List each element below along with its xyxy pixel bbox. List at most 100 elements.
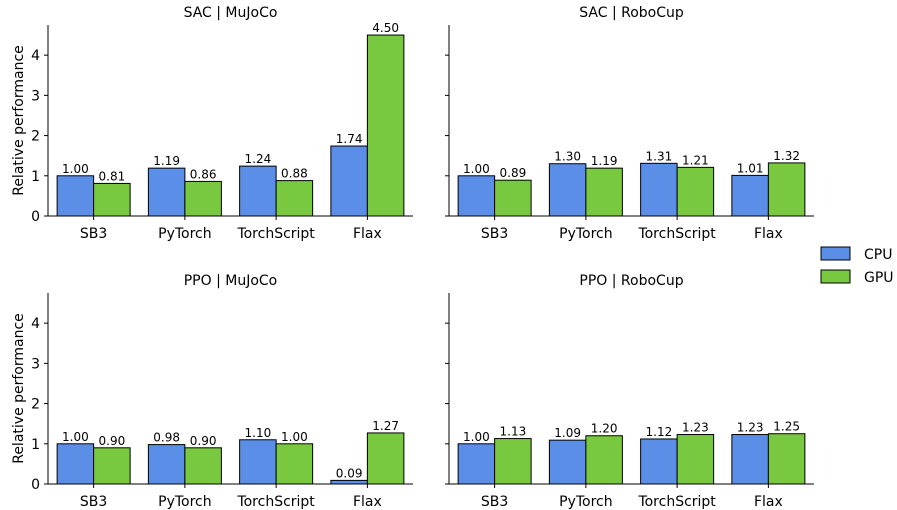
data-label: 0.09 [336,466,363,480]
y-tick-label: 0 [31,209,40,225]
bar-gpu [275,180,314,217]
x-tick-label: Flax [754,494,783,510]
data-label: 1.00 [463,430,490,444]
bar-gpu [366,34,405,217]
bar-cpu [640,162,678,217]
bar-gpu [366,432,405,485]
data-label: 1.09 [554,426,581,440]
data-label: 1.19 [591,154,618,168]
bar-gpu [676,166,715,217]
y-tick-label: 1 [31,437,40,453]
bar-cpu [548,439,587,485]
y-tick-label: 4 [31,316,40,332]
bar-gpu [676,434,715,485]
y-tick-label: 1 [31,169,40,185]
y-tick-label: 2 [31,129,40,145]
bar-gpu [93,447,131,485]
legend-swatch-gpu [820,269,851,284]
x-tick-label: Flax [754,226,783,242]
data-label: 1.31 [646,149,673,163]
data-label: 1.74 [336,132,363,146]
y-tick-label: 4 [31,48,40,64]
data-label: 1.21 [682,153,709,167]
bar-cpu [731,434,769,485]
data-label: 0.90 [190,434,217,448]
chart-title: PPO | RoboCup [579,273,683,289]
bar-cpu [457,443,496,485]
data-label: 1.27 [372,419,399,433]
bar-gpu [184,180,222,217]
x-tick-label: SB3 [80,494,107,510]
legend-label-cpu: CPU [864,247,892,263]
y-tick-label: 3 [31,356,40,372]
data-label: 1.00 [281,430,308,444]
bar-gpu [767,433,806,485]
bar-cpu [56,443,95,485]
legend: CPU GPU [820,246,894,286]
data-label: 1.00 [62,430,89,444]
bar-cpu [56,175,95,217]
data-label: 0.89 [500,166,527,180]
x-tick-label: TorchScript [236,226,315,242]
chart-panel: SAC | RoboCup SB3 1.00 0.89 PyTorch 1.30 1.19 T… [445,5,814,242]
bar-gpu [585,167,623,217]
data-label: 0.98 [153,431,180,445]
chart-title: PPO | MuJoCo [184,273,278,289]
data-label: 1.00 [463,162,490,176]
x-tick-label: SB3 [80,226,107,242]
bar-gpu [494,438,532,485]
bar-gpu [275,443,314,485]
chart-title: SAC | RoboCup [579,5,684,21]
x-tick-label: PyTorch [158,226,211,242]
data-label: 1.00 [62,162,89,176]
x-tick-label: TorchScript [236,494,315,510]
data-label: 1.10 [245,426,272,440]
y-axis-label: Relative performance [11,45,27,196]
data-label: 1.12 [646,425,673,439]
x-tick-label: TorchScript [637,226,716,242]
bar-gpu [585,435,623,485]
bar-gpu [494,179,532,217]
bar-cpu [239,439,277,485]
x-tick-label: PyTorch [158,494,211,510]
y-axis-label: Relative performance [11,313,27,464]
legend-label-gpu: GPU [864,270,894,286]
bar-cpu [239,165,277,217]
data-label: 1.23 [737,421,764,435]
data-label: 1.24 [245,152,272,166]
data-label: 1.32 [773,149,800,163]
bar-gpu [184,447,222,485]
x-tick-label: Flax [353,226,382,242]
data-label: 1.23 [682,421,709,435]
x-tick-label: PyTorch [559,494,612,510]
data-label: 1.20 [591,422,618,436]
data-label: 0.90 [99,434,126,448]
data-label: 0.86 [190,167,217,181]
bar-gpu [767,162,806,217]
data-label: 1.13 [500,425,527,439]
y-tick-label: 2 [31,397,40,413]
bar-cpu [147,167,186,217]
x-tick-label: TorchScript [637,494,716,510]
data-label: 4.50 [372,21,399,35]
bar-cpu [330,145,368,217]
data-label: 1.25 [773,420,800,434]
data-label: 1.01 [737,161,764,175]
x-tick-label: SB3 [481,226,508,242]
bar-cpu [457,175,496,217]
y-tick-label: 0 [31,477,40,493]
chart-panel: PPO | RoboCup SB3 1.00 1.13 PyTorch 1.09 1.20 T… [445,273,814,510]
x-tick-label: Flax [353,494,382,510]
bar-cpu [731,174,769,217]
legend-swatch-cpu [820,246,851,261]
data-label: 0.81 [99,169,126,183]
bar-cpu [147,444,186,485]
data-label: 1.30 [554,150,581,164]
x-tick-label: SB3 [481,494,508,510]
y-tick-label: 3 [31,88,40,104]
bar-cpu [330,479,368,485]
